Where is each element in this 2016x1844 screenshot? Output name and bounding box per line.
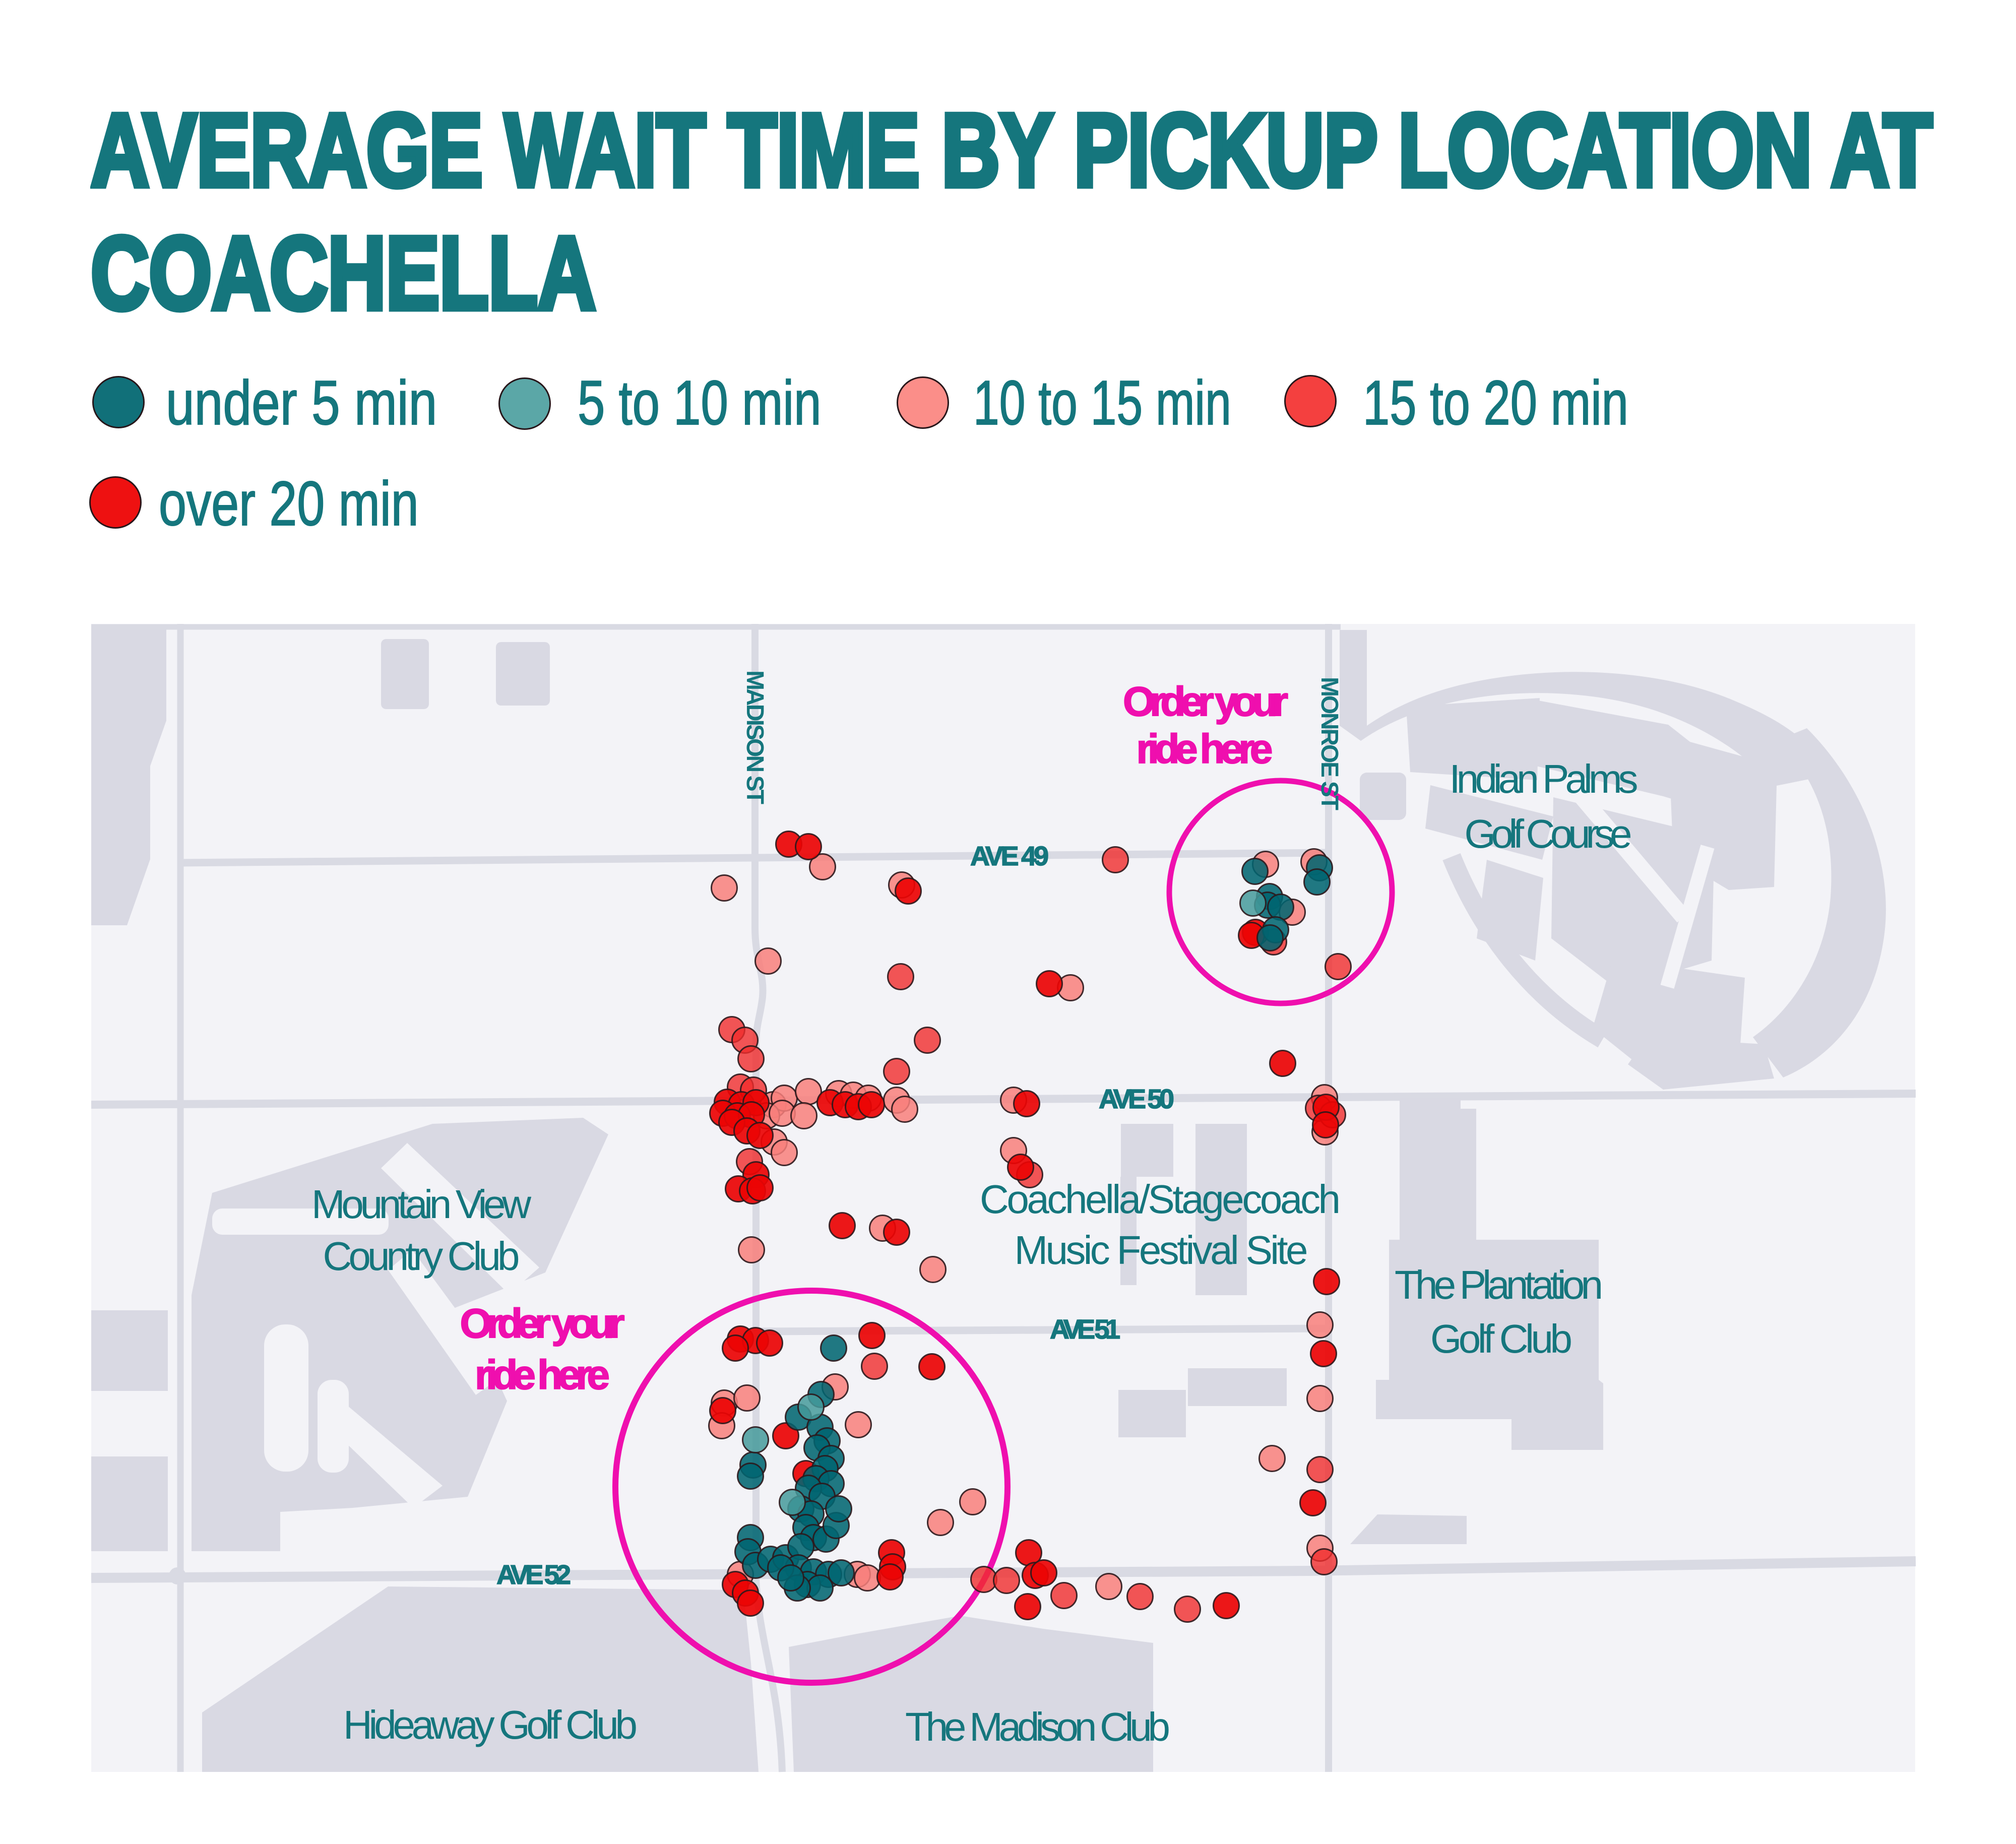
svg-text:Music Festival Site: Music Festival Site bbox=[1015, 1228, 1308, 1273]
svg-text:Golf Club: Golf Club bbox=[1430, 1316, 1572, 1361]
svg-text:AVE 50: AVE 50 bbox=[1099, 1084, 1174, 1114]
svg-text:ride here: ride here bbox=[1137, 726, 1273, 772]
svg-text:Country Club: Country Club bbox=[323, 1234, 520, 1279]
svg-text:Mountain View: Mountain View bbox=[311, 1182, 531, 1227]
svg-text:Indian Palms: Indian Palms bbox=[1450, 756, 1639, 801]
svg-text:AVE 52: AVE 52 bbox=[496, 1560, 571, 1590]
svg-text:Hideaway Golf Club: Hideaway Golf Club bbox=[343, 1702, 638, 1747]
svg-text:Golf Course: Golf Course bbox=[1465, 811, 1632, 856]
svg-text:The Madison Club: The Madison Club bbox=[905, 1704, 1170, 1749]
svg-text:ride here: ride here bbox=[475, 1352, 610, 1398]
svg-text:MADISON ST: MADISON ST bbox=[741, 670, 768, 804]
svg-text:Order your: Order your bbox=[460, 1301, 625, 1347]
svg-text:Coachella/Stagecoach: Coachella/Stagecoach bbox=[980, 1177, 1341, 1222]
svg-text:MONROE ST: MONROE ST bbox=[1316, 677, 1343, 810]
svg-text:AVE 49: AVE 49 bbox=[970, 841, 1049, 871]
svg-text:AVE 51: AVE 51 bbox=[1050, 1314, 1120, 1345]
svg-text:The Plantation: The Plantation bbox=[1395, 1262, 1603, 1307]
svg-text:Order your: Order your bbox=[1123, 679, 1288, 725]
